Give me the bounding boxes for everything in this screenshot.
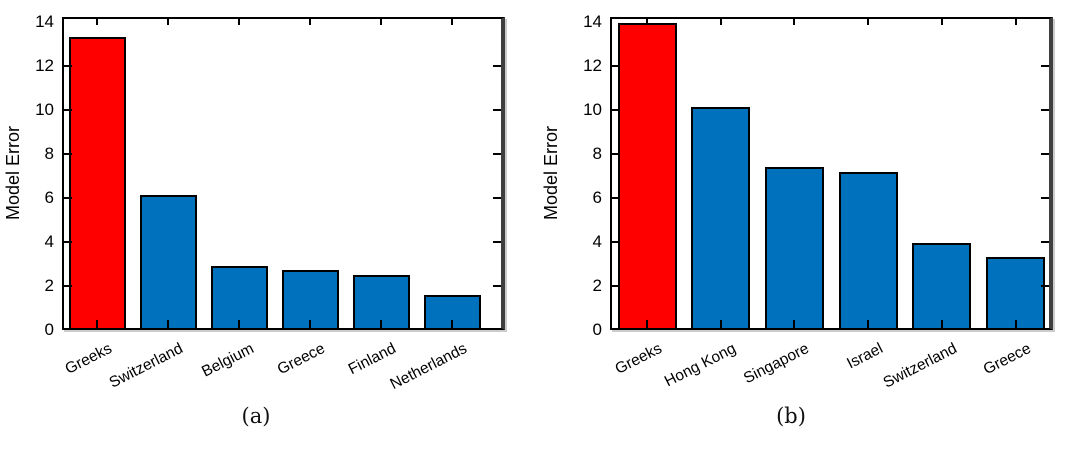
x-tick-bottom — [940, 320, 943, 328]
y-tick-label: 10 — [35, 100, 54, 119]
x-tick-bottom — [96, 320, 98, 328]
x-tick-top — [380, 19, 382, 25]
bar-belgium — [210, 266, 268, 330]
y-tick-label: 12 — [35, 56, 54, 75]
y-tick-right — [1041, 285, 1049, 287]
x-tick-top — [309, 19, 311, 25]
x-tick-top — [793, 19, 796, 25]
x-tick-top — [940, 19, 943, 25]
y-tick-left — [64, 241, 72, 243]
x-tick-bottom — [719, 320, 722, 328]
bar-greeks — [617, 23, 677, 330]
y-tick-label: 14 — [583, 12, 602, 31]
x-tick-bottom — [167, 320, 169, 328]
y-tick-left — [612, 153, 620, 155]
x-tick-bottom — [238, 320, 240, 328]
x-tick-top — [1014, 19, 1017, 25]
y-tick-left — [612, 241, 620, 243]
y-tick-label: 12 — [583, 56, 602, 75]
y-tick-label: 4 — [592, 232, 602, 251]
y-tick-right — [493, 241, 501, 243]
x-tick-bottom — [646, 320, 648, 328]
bar-switzerland — [139, 194, 197, 330]
y-tick-label: 8 — [44, 144, 54, 163]
x-tick-top — [646, 19, 648, 25]
y-tick-right — [1041, 241, 1049, 243]
bar-greece — [281, 269, 339, 330]
x-tick-top — [451, 19, 453, 25]
x-tick-bottom — [380, 320, 382, 328]
y-tick-right — [1041, 153, 1049, 155]
y-tick-label: 10 — [583, 100, 602, 119]
bar-singapore — [764, 167, 824, 330]
x-tick-top — [238, 19, 240, 25]
caption-b: (b) — [776, 404, 806, 428]
y-tick-right — [1041, 65, 1049, 67]
y-tick-label: 6 — [44, 188, 54, 207]
y-tick-label: 0 — [592, 320, 602, 339]
y-tick-label: 2 — [592, 276, 602, 295]
x-tick-bottom — [793, 320, 796, 328]
caption-a: (a) — [241, 404, 271, 428]
y-tick-right — [1041, 109, 1049, 111]
y-tick-left — [612, 109, 620, 111]
bar-switzerland — [912, 243, 972, 330]
y-tick-left — [612, 197, 620, 199]
y-tick-label: 14 — [35, 12, 54, 31]
bar-greeks — [68, 37, 126, 330]
x-tick-bottom — [451, 320, 453, 328]
y-tick-right — [493, 109, 501, 111]
y-tick-label: 0 — [44, 320, 54, 339]
bar-israel — [838, 171, 898, 330]
y-tick-right — [493, 197, 501, 199]
y-axis-label-b: Model Error — [541, 125, 561, 221]
bar-hong-kong — [691, 106, 751, 330]
x-tick-top — [96, 19, 98, 25]
x-tick-bottom — [1014, 320, 1017, 328]
y-tick-right — [493, 153, 501, 155]
y-tick-left — [612, 285, 620, 287]
y-tick-left — [64, 153, 72, 155]
y-tick-right — [493, 65, 501, 67]
y-tick-label: 6 — [592, 188, 602, 207]
y-tick-right — [493, 285, 501, 287]
x-tick-bottom — [309, 320, 311, 328]
y-tick-left — [64, 285, 72, 287]
bar-greece — [986, 257, 1045, 330]
y-tick-left — [612, 65, 620, 67]
y-tick-label: 8 — [592, 144, 602, 163]
y-tick-left — [64, 65, 72, 67]
y-tick-left — [64, 197, 72, 199]
x-tick-top — [867, 19, 870, 25]
y-tick-label: 4 — [44, 232, 54, 251]
x-tick-top — [167, 19, 169, 25]
y-tick-right — [1041, 197, 1049, 199]
plot-area-b — [610, 17, 1053, 330]
x-tick-top — [719, 19, 722, 25]
y-tick-left — [64, 109, 72, 111]
y-tick-label: 2 — [44, 276, 54, 295]
x-tick-bottom — [867, 320, 870, 328]
